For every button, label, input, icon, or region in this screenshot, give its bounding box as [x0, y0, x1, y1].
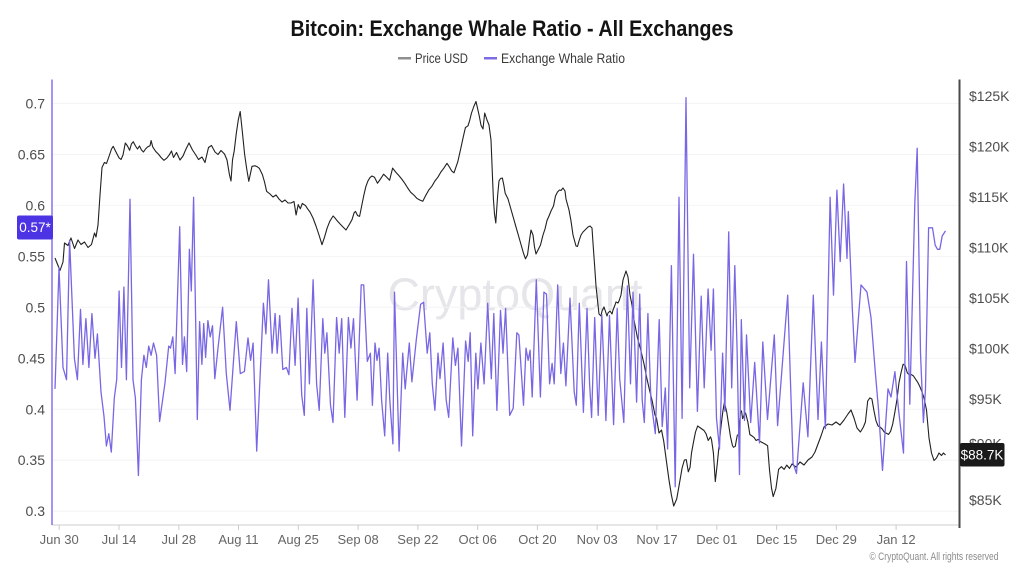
svg-text:0.6: 0.6: [26, 197, 46, 213]
svg-text:0.55: 0.55: [18, 248, 45, 264]
svg-text:Jun 30: Jun 30: [40, 532, 79, 547]
svg-text:$115K: $115K: [969, 189, 1009, 205]
svg-text:0.65: 0.65: [18, 147, 45, 163]
svg-text:$85K: $85K: [969, 492, 1002, 508]
svg-text:Jan 12: Jan 12: [877, 532, 916, 547]
svg-text:Oct 20: Oct 20: [518, 532, 556, 547]
svg-text:Nov 03: Nov 03: [577, 532, 618, 547]
svg-text:0.3: 0.3: [26, 503, 46, 519]
svg-text:0.4: 0.4: [26, 401, 46, 417]
svg-text:$110K: $110K: [969, 240, 1009, 256]
svg-text:$95K: $95K: [969, 391, 1002, 407]
svg-text:0.45: 0.45: [18, 350, 45, 366]
svg-text:Price USD: Price USD: [415, 50, 468, 66]
svg-text:$100K: $100K: [969, 341, 1010, 357]
svg-text:$88.7K: $88.7K: [961, 448, 1004, 463]
svg-text:Aug 25: Aug 25: [278, 532, 319, 547]
svg-text:0.57*: 0.57*: [19, 220, 51, 235]
svg-text:Aug 11: Aug 11: [218, 532, 258, 547]
svg-text:Bitcoin: Exchange Whale Ratio: Bitcoin: Exchange Whale Ratio - All Exch…: [291, 16, 734, 41]
svg-text:Sep 22: Sep 22: [397, 532, 438, 547]
svg-text:$125K: $125K: [969, 88, 1010, 104]
svg-text:Oct 06: Oct 06: [459, 532, 497, 547]
svg-text:Jul 14: Jul 14: [102, 532, 137, 547]
svg-text:0.5: 0.5: [26, 299, 46, 315]
svg-text:Exchange Whale Ratio: Exchange Whale Ratio: [501, 50, 625, 66]
svg-text:CryptoQuant: CryptoQuant: [387, 269, 643, 320]
svg-text:$120K: $120K: [969, 139, 1010, 155]
svg-text:0.7: 0.7: [26, 96, 46, 112]
svg-text:$105K: $105K: [969, 290, 1010, 306]
svg-text:Nov 17: Nov 17: [636, 532, 677, 547]
svg-text:Dec 01: Dec 01: [696, 532, 737, 547]
svg-text:Dec 15: Dec 15: [756, 532, 797, 547]
svg-text:Jul 28: Jul 28: [161, 532, 196, 547]
svg-text:Dec 29: Dec 29: [816, 532, 857, 547]
svg-text:© CryptoQuant. All rights rese: © CryptoQuant. All rights reserved: [870, 551, 999, 563]
svg-text:0.35: 0.35: [18, 452, 45, 468]
svg-text:Sep 08: Sep 08: [337, 532, 378, 547]
